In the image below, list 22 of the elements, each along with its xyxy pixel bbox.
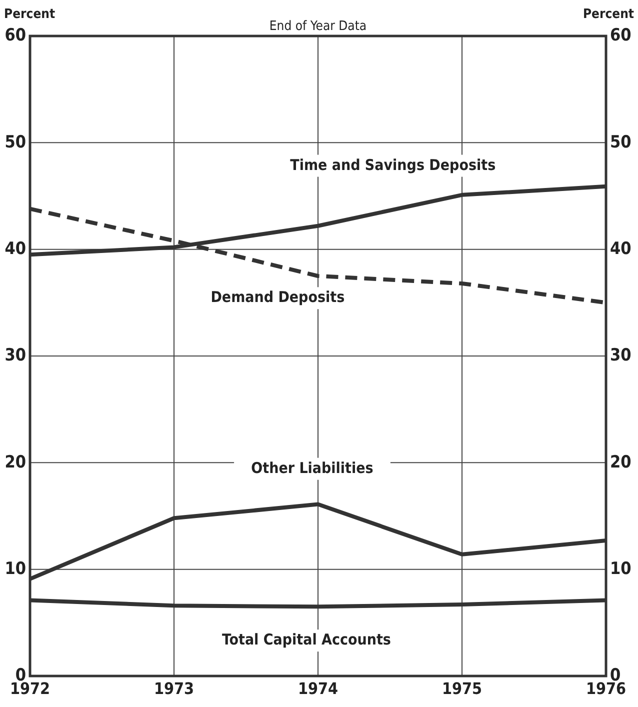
- y2-tick-label: 10: [610, 558, 632, 579]
- y-tick-label: 40: [4, 238, 26, 259]
- y2-tick-label: 20: [610, 452, 632, 472]
- y2-axis-title: Percent: [582, 7, 634, 22]
- y-tick-label: 10: [4, 558, 26, 579]
- series-label: Total Capital Accounts: [222, 630, 391, 649]
- y-tick-label: 30: [4, 346, 26, 366]
- series-label: Time and Savings Deposits: [290, 156, 496, 174]
- chart-title: End of Year Data: [269, 19, 367, 34]
- y2-tick-label: 50: [610, 132, 632, 152]
- y-tick-label: 20: [4, 452, 26, 472]
- text: Other Liabilities: [251, 458, 374, 477]
- series-label: Demand Deposits: [210, 288, 345, 306]
- y2-tick-label: 30: [610, 346, 632, 366]
- y2-tick-label: 40: [610, 238, 632, 259]
- y-tick-label: 50: [4, 132, 26, 152]
- x-tick-label: 1975: [442, 679, 482, 698]
- x-tick-label: 1973: [154, 679, 194, 698]
- x-tick-label: 1974: [298, 679, 338, 698]
- y-axis-title: Percent: [4, 7, 56, 22]
- y-tick-label: 60: [4, 26, 26, 46]
- y2-tick-label: 60: [610, 26, 632, 46]
